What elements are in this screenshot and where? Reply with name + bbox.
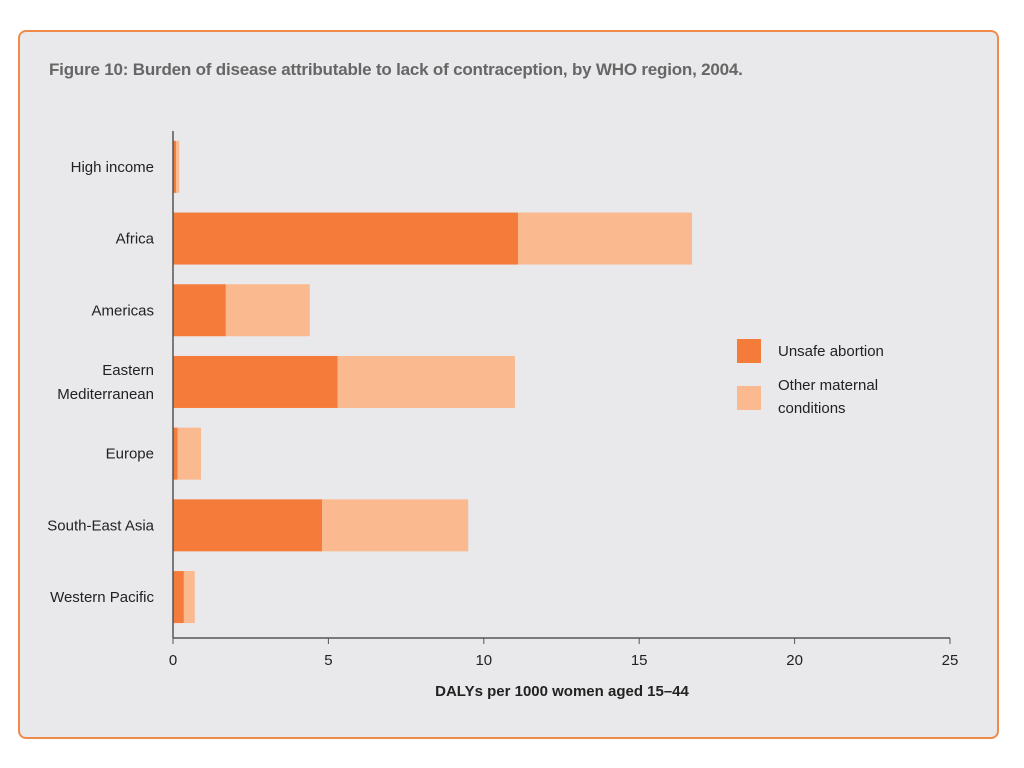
category-label-line: Africa [116,231,155,248]
bar-segment-unsafe-abortion-0 [173,140,177,193]
legend: Unsafe abortion Other maternal conditions [737,339,884,417]
category-label-line: High income [71,159,154,176]
category-labels: High income Africa Americas Eastern Mediterr… [47,159,154,606]
bar-segment-other-maternal-1 [517,212,693,265]
category-label-line: Europe [106,446,154,463]
category-label-line: Americas [91,302,154,319]
bars-group [173,140,693,624]
legend-label-line: conditions [778,400,846,417]
bar-segment-other-maternal-6 [183,571,195,624]
bar-segment-unsafe-abortion-5 [173,499,323,552]
bar-segment-unsafe-abortion-1 [173,212,518,265]
bar-segment-unsafe-abortion-2 [173,284,226,337]
category-label-3: Eastern Mediterranean [57,362,154,403]
legend-swatch-0 [737,339,761,363]
legend-label-line: Unsafe abortion [778,343,884,360]
category-label-2: Americas [91,302,154,319]
x-tick-label-5: 25 [942,652,959,669]
x-tick-label-0: 0 [169,652,177,669]
category-label-5: South-East Asia [47,517,154,534]
category-label-0: High income [71,159,154,176]
category-label-line: South-East Asia [47,517,154,534]
x-tick-label-4: 20 [786,652,803,669]
bar-segment-other-maternal-2 [225,284,310,337]
chart-title: Figure 10: Burden of disease attributabl… [49,60,743,79]
category-label-6: Western Pacific [50,589,154,606]
bar-segment-unsafe-abortion-3 [173,355,338,408]
bar-segment-other-maternal-4 [177,427,201,480]
x-axis-label: DALYs per 1000 women aged 15–44 [435,683,689,700]
legend-label-0: Unsafe abortion [778,343,884,360]
category-label-line: Mediterranean [57,386,154,403]
category-label-line: Western Pacific [50,589,154,606]
x-axis-ticks: 0 5 10 15 20 25 [169,638,959,669]
x-tick-label-3: 15 [631,652,648,669]
category-label-line: Eastern [102,362,154,379]
x-tick-label-1: 5 [324,652,332,669]
category-label-1: Africa [116,231,155,248]
bar-segment-unsafe-abortion-6 [173,571,184,624]
legend-swatch-1 [737,386,761,410]
bar-segment-unsafe-abortion-4 [173,427,178,480]
x-tick-label-2: 10 [475,652,492,669]
bar-segment-other-maternal-0 [176,140,180,193]
bar-segment-other-maternal-3 [337,355,515,408]
bar-segment-other-maternal-5 [322,499,469,552]
category-label-4: Europe [106,446,154,463]
legend-label-line: Other maternal [778,377,878,394]
legend-label-1: Other maternal conditions [778,377,878,417]
